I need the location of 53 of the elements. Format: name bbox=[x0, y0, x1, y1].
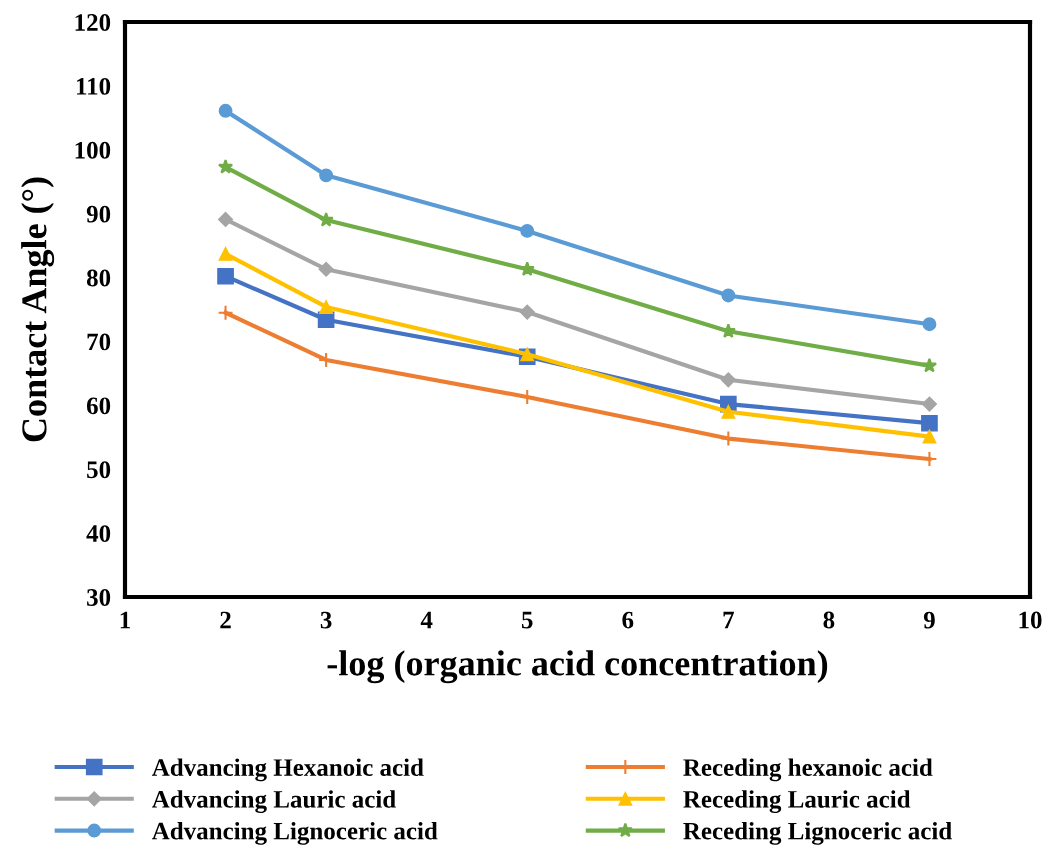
y-tick-label: 60 bbox=[86, 397, 111, 415]
point bbox=[721, 288, 736, 303]
legend-label: Receding Lauric acid bbox=[683, 790, 911, 814]
legend-label: Receding Lignoceric acid bbox=[683, 821, 952, 845]
point bbox=[318, 261, 334, 277]
point bbox=[318, 212, 334, 227]
x-tick-label: 2 bbox=[220, 611, 231, 629]
x-tick-label: 10 bbox=[1019, 611, 1042, 629]
point bbox=[520, 223, 535, 238]
y-tick-label: 100 bbox=[75, 141, 111, 159]
y-tick-label: 80 bbox=[86, 269, 111, 287]
x-tick-label: 8 bbox=[823, 611, 835, 629]
y-tick-label: 90 bbox=[86, 205, 111, 223]
point bbox=[217, 159, 234, 174]
legend-label: Advancing Hexanoic acid bbox=[151, 758, 424, 782]
point bbox=[520, 347, 535, 362]
point bbox=[720, 430, 737, 447]
y-tick-label: 70 bbox=[87, 333, 111, 351]
x-tick-label: 4 bbox=[420, 611, 433, 629]
point bbox=[721, 404, 736, 419]
point bbox=[922, 317, 937, 332]
point bbox=[319, 299, 334, 314]
point bbox=[921, 396, 938, 412]
y-tick-label: 110 bbox=[76, 77, 111, 95]
x-tick-label: 3 bbox=[320, 611, 332, 629]
y-tick-label: 30 bbox=[87, 589, 111, 606]
y-tick-label: 50 bbox=[87, 461, 111, 479]
y-axis-title: Contact Angle (°) bbox=[21, 177, 55, 442]
point bbox=[519, 304, 535, 320]
x-tick-label: 9 bbox=[923, 611, 935, 629]
point bbox=[922, 429, 937, 444]
x-axis-title: -log (organic acid concentration) bbox=[327, 650, 828, 684]
point bbox=[921, 414, 938, 432]
point bbox=[921, 357, 938, 373]
y-tick-label: 40 bbox=[86, 525, 111, 543]
y-tick-label: 120 bbox=[75, 14, 111, 31]
point bbox=[720, 372, 736, 388]
x-tick-label: 5 bbox=[521, 611, 533, 629]
x-tick-label: 6 bbox=[622, 611, 634, 629]
point bbox=[218, 246, 233, 261]
point bbox=[217, 211, 234, 227]
point bbox=[217, 304, 234, 321]
point bbox=[217, 267, 234, 285]
x-tick-label: 1 bbox=[120, 611, 130, 629]
point bbox=[519, 389, 536, 406]
legend-label: Receding hexanoic acid bbox=[683, 758, 933, 782]
point bbox=[218, 103, 233, 118]
point bbox=[319, 168, 334, 183]
legend-label: Advancing Lignoceric acid bbox=[151, 821, 438, 845]
point bbox=[720, 323, 736, 338]
x-tick-label: 7 bbox=[723, 611, 734, 629]
point bbox=[318, 351, 335, 368]
legend-label: Advancing Lauric acid bbox=[151, 790, 396, 814]
